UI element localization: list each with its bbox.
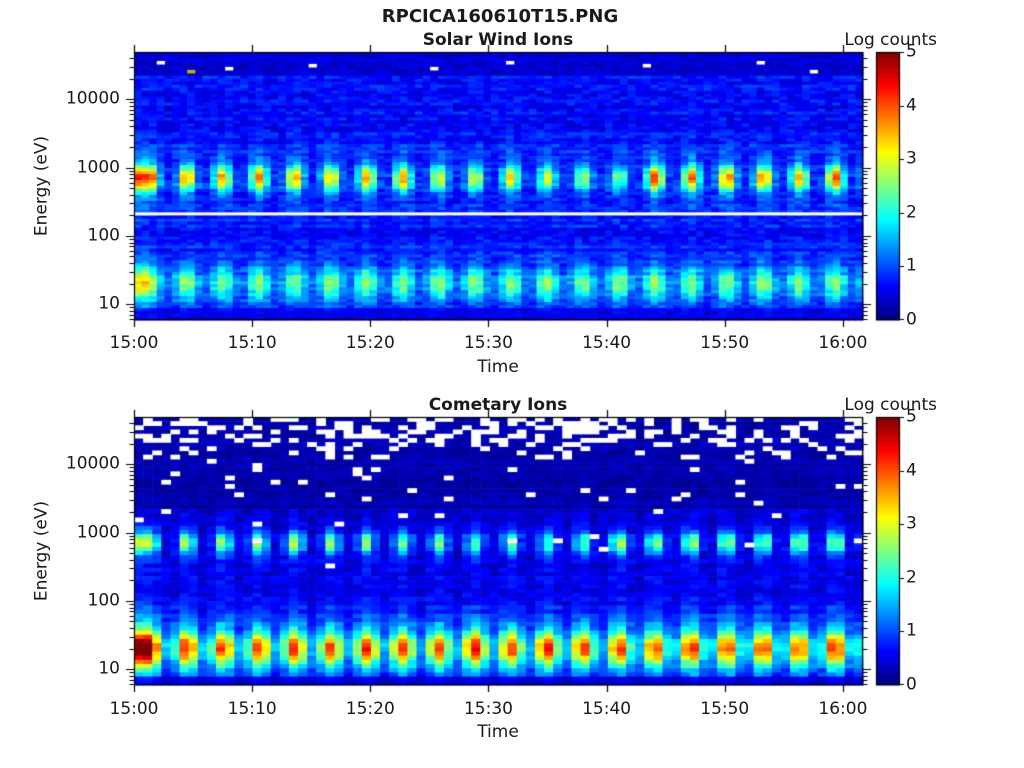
x-tick-label: 15:30 xyxy=(463,699,513,719)
colorbar-tick-label: 0 xyxy=(906,309,917,330)
x-tick-label: 16:00 xyxy=(818,333,868,353)
colorbar-tick-label: 1 xyxy=(906,256,917,277)
colorbar-tick-label: 5 xyxy=(906,406,917,427)
panel2-title: Cometary Ions xyxy=(428,395,568,415)
y-tick-label: 10000 xyxy=(65,453,120,474)
panel2-xaxis-label: Time xyxy=(477,722,519,742)
x-tick-label: 15:50 xyxy=(700,333,750,353)
colorbar-tick-label: 4 xyxy=(906,95,917,116)
colorbar-tick-label: 0 xyxy=(906,674,917,695)
panel1-xaxis-label: Time xyxy=(477,357,519,377)
x-tick-label: 15:00 xyxy=(109,333,159,353)
y-tick-label: 10 xyxy=(98,293,120,314)
colorbar-tick-label: 2 xyxy=(906,567,917,588)
x-tick-label: 15:10 xyxy=(227,333,277,353)
x-tick-label: 15:40 xyxy=(582,333,632,353)
y-tick-label: 10000 xyxy=(65,88,120,109)
x-tick-label: 15:20 xyxy=(345,699,395,719)
panel1-title: Solar Wind Ions xyxy=(422,30,574,50)
colorbar-tick-label: 5 xyxy=(906,41,917,62)
y-tick-label: 1000 xyxy=(76,157,120,178)
x-tick-label: 15:50 xyxy=(700,699,750,719)
y-tick-label: 100 xyxy=(87,590,120,611)
x-tick-label: 15:30 xyxy=(463,333,513,353)
colorbar-tick-label: 3 xyxy=(906,513,917,534)
panel2-yaxis-label: Energy (eV) xyxy=(31,500,52,602)
x-tick-label: 15:10 xyxy=(227,699,277,719)
colorbar-tick-label: 2 xyxy=(906,202,917,223)
colorbar-tick-label: 3 xyxy=(906,148,917,169)
colorbar2-label: Log counts xyxy=(844,395,937,415)
x-tick-label: 15:00 xyxy=(109,699,159,719)
x-tick-label: 15:20 xyxy=(345,333,395,353)
figure-title: RPCICA160610T15.PNG xyxy=(381,6,619,27)
x-tick-label: 15:40 xyxy=(582,699,632,719)
y-tick-label: 10 xyxy=(98,658,120,679)
colorbar1-label: Log counts xyxy=(844,30,937,50)
y-tick-label: 1000 xyxy=(76,522,120,543)
x-tick-label: 16:00 xyxy=(818,699,868,719)
colorbar-tick-label: 1 xyxy=(906,621,917,642)
panel1-yaxis-label: Energy (eV) xyxy=(31,135,52,237)
y-tick-label: 100 xyxy=(87,225,120,246)
colorbar-tick-label: 4 xyxy=(906,460,917,481)
